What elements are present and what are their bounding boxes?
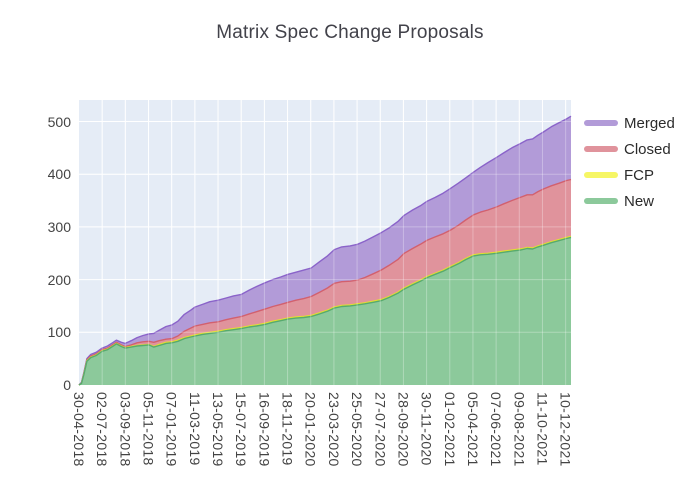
y-tick-label: 300 bbox=[47, 218, 71, 235]
x-tick-label: 15-07-2019 bbox=[233, 392, 250, 467]
y-tick-label: 500 bbox=[47, 113, 71, 130]
x-tick-label: 28-09-2020 bbox=[395, 392, 412, 467]
x-tick-label: 10-12-2021 bbox=[557, 392, 574, 467]
y-tick-label: 100 bbox=[47, 324, 71, 341]
x-tick-label: 25-05-2020 bbox=[349, 392, 366, 467]
x-tick-label: 23-03-2020 bbox=[325, 392, 342, 467]
legend-item-fcp[interactable]: FCP bbox=[585, 162, 675, 188]
area-new bbox=[79, 237, 571, 385]
line-closed bbox=[78, 178, 572, 386]
legend-swatch-icon bbox=[585, 121, 617, 125]
x-tick-label: 01-02-2021 bbox=[441, 392, 458, 467]
y-tick-label: 0 bbox=[63, 377, 71, 393]
x-tick-label: 27-07-2020 bbox=[372, 392, 389, 467]
legend: Merged Closed FCP New bbox=[585, 110, 675, 214]
x-tick-label: 03-09-2018 bbox=[117, 392, 134, 467]
x-tick-label: 05-04-2021 bbox=[464, 392, 481, 467]
legend-swatch-icon bbox=[585, 147, 617, 151]
legend-label: Merged bbox=[624, 114, 675, 132]
x-tick-label: 05-11-2018 bbox=[140, 392, 157, 466]
legend-label: New bbox=[624, 192, 655, 210]
x-tick-label: 16-09-2019 bbox=[256, 392, 273, 467]
line-merged bbox=[78, 115, 572, 386]
x-tick-label: 13-05-2019 bbox=[210, 392, 227, 467]
x-tick-label: 09-08-2021 bbox=[511, 392, 528, 467]
x-tick-label: 30-04-2018 bbox=[71, 392, 87, 467]
legend-label: FCP bbox=[624, 166, 654, 184]
legend-swatch-icon bbox=[585, 199, 617, 203]
x-tick-label: 30-11-2020 bbox=[418, 392, 435, 466]
y-tick-label: 200 bbox=[47, 271, 71, 288]
legend-item-closed[interactable]: Closed bbox=[585, 136, 675, 162]
x-tick-label: 02-07-2018 bbox=[94, 392, 111, 467]
x-tick-label: 18-11-2019 bbox=[279, 392, 296, 466]
legend-label: Closed bbox=[624, 140, 671, 158]
x-tick-label: 07-06-2021 bbox=[488, 392, 505, 467]
legend-item-merged[interactable]: Merged bbox=[585, 110, 675, 136]
legend-swatch-icon bbox=[585, 173, 617, 177]
chart-title: Matrix Spec Change Proposals bbox=[216, 22, 484, 43]
x-tick-label: 20-01-2020 bbox=[302, 392, 319, 467]
y-tick-label: 400 bbox=[47, 166, 71, 183]
x-tick-label: 11-10-2021 bbox=[534, 392, 551, 466]
line-new bbox=[78, 236, 572, 386]
x-tick-label: 11-03-2019 bbox=[186, 392, 203, 466]
legend-item-new[interactable]: New bbox=[585, 188, 675, 214]
x-tick-label: 07-01-2019 bbox=[163, 392, 180, 467]
